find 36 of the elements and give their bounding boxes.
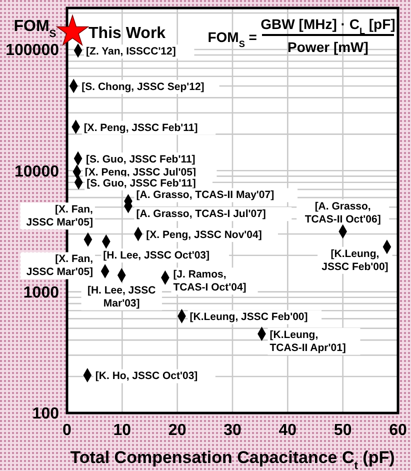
y-tick-label: 1000 bbox=[23, 284, 60, 302]
y-tick-label: 100 bbox=[32, 406, 60, 423]
annotation: [H. Lee, JSSC Oct'03] bbox=[103, 250, 210, 262]
series-label: This Work bbox=[88, 24, 166, 42]
point bbox=[56, 15, 88, 46]
annotation: [X. Fan, JSSC Mar'05] bbox=[26, 253, 94, 278]
y-axis-title: FOM$_{S}$ bbox=[14, 18, 56, 40]
annotation: [H. Lee, JSSC Mar'03] bbox=[87, 284, 156, 310]
x-axis-title: Total Compensation Capacitance C$_{t}$ (pF) bbox=[70, 448, 395, 471]
x-tick-label: 30 bbox=[224, 422, 242, 439]
annotation: [K. Ho, JSSC Oct'03] bbox=[95, 370, 198, 382]
annotation: [S. Guo, JSSC Feb'11] bbox=[86, 177, 196, 190]
annotation: [K.Leung, JSSC Feb'00] bbox=[190, 311, 308, 324]
y-tick-label: 100000 bbox=[6, 42, 60, 60]
y-tick-label: 10000 bbox=[14, 163, 60, 180]
annotation: [K.Leung, TCAS-II Apr'01] bbox=[270, 328, 346, 354]
x-tick-label: 20 bbox=[168, 422, 186, 439]
annotation: [S. Chong, JSSC Sep'12] bbox=[82, 80, 204, 93]
annotation: [Z. Yan, ISSCC'12] bbox=[86, 46, 176, 58]
annotation: [J. Ramos, TCAS-I Oct'04] bbox=[173, 268, 246, 294]
x-tick-label: 50 bbox=[334, 422, 352, 439]
x-tick-label: 10 bbox=[113, 422, 132, 439]
annotation: [K.Leung, JSSC Feb'00] bbox=[322, 248, 388, 273]
annotation: FOM$_{S}$ = bbox=[208, 29, 257, 49]
annotation: [S. Guo, JSSC Feb'11] bbox=[86, 154, 196, 166]
annotation: [A. Grasso, TCAS-II May'07] bbox=[136, 189, 274, 202]
x-tick-label: 40 bbox=[278, 422, 297, 439]
annotation: [A. Grasso, TCAS-I Jul'07] bbox=[136, 208, 266, 220]
annotation: [A. Grasso, TCAS-II Oct'06] bbox=[304, 200, 381, 226]
annotation: [X. Peng, JSSC Feb'11] bbox=[84, 122, 198, 134]
annotation: [X. Fan, JSSC Mar'05] bbox=[26, 204, 94, 229]
x-tick-label: 60 bbox=[389, 422, 407, 439]
annotation: GBW [MHz] · C$_{L}$ [pF] bbox=[260, 16, 396, 36]
annotation: Power [mW] bbox=[288, 39, 368, 55]
annotation: [X. Peng, JSSC Nov'04] bbox=[146, 229, 262, 242]
x-tick-label: 0 bbox=[62, 422, 72, 439]
